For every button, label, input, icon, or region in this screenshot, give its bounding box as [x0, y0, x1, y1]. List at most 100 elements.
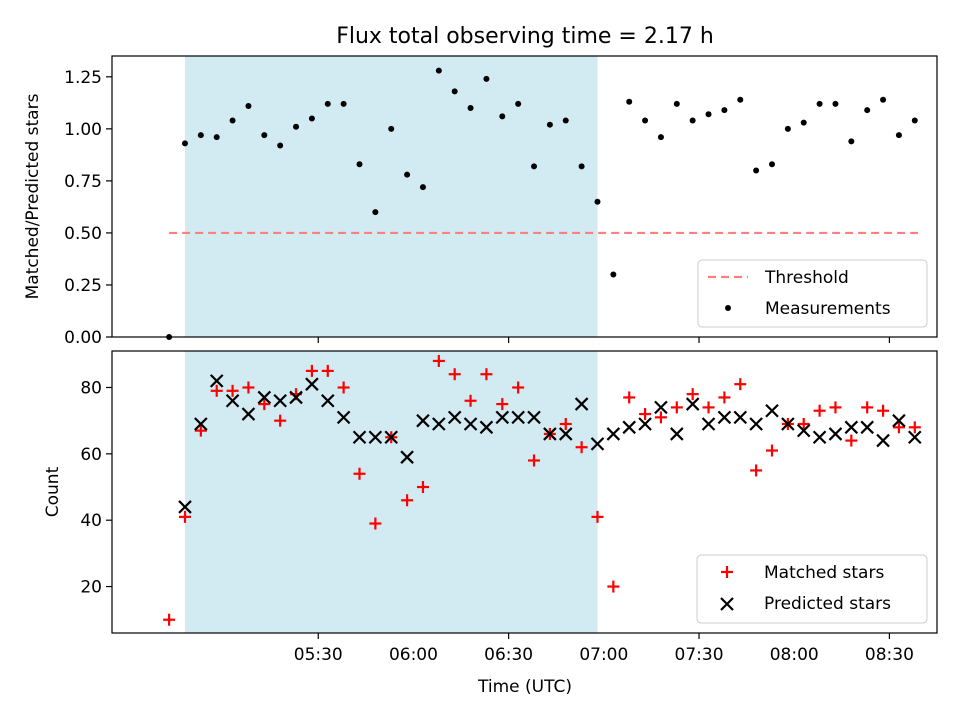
measurement-point: [213, 134, 220, 141]
matched-star-markers: [163, 354, 921, 626]
predicted-star-marker: [733, 410, 748, 425]
bottom-observing-window: [184, 351, 598, 633]
predicted-star-marker: [178, 500, 192, 514]
measurement-point: [594, 198, 601, 205]
predicted-star-marker: [225, 393, 240, 408]
measurement-point: [642, 117, 649, 124]
predicted-star-marker: [511, 410, 525, 425]
measurement-point: [451, 88, 458, 95]
predicted-star-marker: [701, 417, 716, 431]
measurement-points: [166, 67, 918, 340]
predicted-star-marker: [670, 427, 684, 441]
matched-star-marker: [178, 510, 191, 523]
measurement-point: [419, 184, 426, 191]
bottom-legend-box: [696, 554, 928, 624]
predicted-star-marker: [194, 417, 208, 431]
y-tick-label: 1.00: [64, 120, 102, 140]
y-tick-label: 20: [80, 578, 102, 598]
measurement-point: [626, 98, 633, 105]
measurement-point: [816, 100, 823, 107]
matched-star-marker: [591, 510, 604, 523]
predicted-star-marker: [574, 397, 589, 411]
predicted-star-marker: [527, 410, 541, 425]
measurement-point: [895, 132, 902, 139]
predicted-star-marker: [844, 420, 859, 435]
top-axes-frame: [111, 55, 938, 338]
matched-star-marker: [892, 421, 905, 434]
predicted-star-marker: [876, 433, 890, 448]
predicted-star-marker: [892, 413, 906, 428]
measurement-point: [483, 75, 490, 82]
measurement-point: [864, 107, 871, 114]
measurement-point: [880, 96, 887, 103]
predicted-star-marker: [273, 393, 287, 408]
x-tick-label: 08:30: [865, 645, 914, 665]
matched-star-marker: [274, 414, 287, 427]
matched-star-marker: [559, 417, 572, 430]
predicted-star-marker: [558, 427, 573, 441]
predicted-star-marker: [432, 417, 446, 431]
matched-star-marker: [369, 517, 382, 530]
measurement-point: [467, 105, 474, 112]
bottom-y-ticks: 20 40 60 80: [80, 378, 112, 598]
predicted-star-marker: [638, 417, 652, 431]
matched-star-marker: [654, 411, 667, 424]
predicted-star-marker: [812, 430, 827, 445]
x-tick-label: 07:00: [579, 645, 628, 665]
matched-star-marker: [448, 368, 461, 381]
legend-predicted-label: Predicted stars: [764, 594, 891, 614]
matched-star-marker: [575, 441, 588, 454]
matched-star-marker: [829, 401, 842, 414]
measurement-point: [181, 140, 188, 147]
legend-measurement-swatch: [725, 305, 731, 311]
predicted-star-marker: [717, 410, 732, 425]
measurement-point: [356, 161, 363, 168]
matched-star-marker: [528, 454, 541, 467]
measurement-point: [753, 167, 760, 174]
measurement-point: [784, 125, 791, 132]
measurement-point: [673, 100, 680, 107]
matched-star-marker: [908, 421, 921, 434]
measurement-point: [435, 67, 442, 74]
y-tick-label: 60: [80, 445, 102, 465]
bottom-y-axis-label: Count: [43, 466, 63, 517]
x-tick-label: 06:30: [484, 645, 533, 665]
top-panel-ratio: 0.00 0.25 0.50 0.75 1.00 1.25 Matched/Predict…: [23, 55, 938, 348]
matched-star-marker: [861, 401, 874, 414]
matched-star-marker: [718, 391, 731, 404]
measurement-point: [689, 117, 696, 124]
legend-matched-swatch: [721, 566, 733, 578]
measurement-point: [404, 171, 411, 178]
predicted-star-marker: [209, 374, 224, 388]
matched-star-marker: [163, 613, 176, 626]
measurement-point: [705, 111, 712, 118]
matched-star-marker: [607, 580, 620, 593]
measurement-point: [515, 100, 522, 107]
measurement-point: [769, 161, 775, 168]
predicted-star-marker: [368, 430, 383, 445]
predicted-star-marker: [828, 427, 843, 441]
measurement-point: [499, 113, 506, 120]
top-y-ticks: 0.00 0.25 0.50 0.75 1.00 1.25: [64, 68, 112, 348]
y-tick-label: 1.25: [64, 68, 102, 88]
matched-star-marker: [734, 378, 747, 391]
predicted-star-marker: [463, 417, 478, 431]
measurement-point: [848, 138, 855, 145]
measurement-point: [372, 209, 379, 216]
measurement-point: [308, 115, 315, 122]
predicted-star-marker: [543, 427, 557, 441]
bottom-panel-counts: 05:3006:0006:3007:0007:3008:0008:3009:00…: [43, 350, 938, 697]
bottom-axes-frame: [111, 350, 938, 634]
matched-star-marker: [639, 408, 652, 421]
predicted-star-marker: [908, 430, 922, 445]
matched-star-marker: [353, 467, 366, 480]
matched-star-marker: [623, 391, 636, 404]
measurement-point: [340, 100, 347, 107]
y-tick-label: 0.50: [64, 224, 102, 244]
matched-star-marker: [258, 398, 271, 411]
matched-star-marker: [464, 394, 477, 407]
predicted-star-marker: [416, 413, 430, 428]
legend-plus-marker: [721, 566, 733, 578]
predicted-star-marker: [860, 420, 874, 435]
